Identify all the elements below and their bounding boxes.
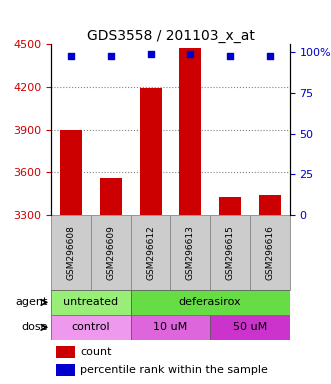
Text: GSM296608: GSM296608	[67, 225, 76, 280]
Point	[148, 51, 153, 57]
Bar	[179, 48, 201, 215]
Bar	[56, 364, 75, 376]
Bar	[60, 129, 82, 215]
Text: count: count	[80, 347, 112, 357]
Bar	[131, 215, 170, 290]
Point	[108, 53, 114, 59]
Bar	[51, 290, 131, 315]
Text: 50 uM: 50 uM	[233, 322, 267, 333]
Bar	[210, 315, 290, 340]
Point	[69, 53, 74, 59]
Text: agent: agent	[16, 297, 48, 308]
Bar	[140, 88, 162, 215]
Text: GSM296609: GSM296609	[106, 225, 116, 280]
Bar	[100, 178, 122, 215]
Bar	[259, 195, 281, 215]
Text: control: control	[72, 322, 110, 333]
Text: GSM296616: GSM296616	[265, 225, 274, 280]
Text: GSM296613: GSM296613	[186, 225, 195, 280]
Bar	[51, 215, 91, 290]
Point	[267, 53, 272, 59]
Bar	[170, 215, 210, 290]
Bar	[210, 215, 250, 290]
Text: percentile rank within the sample: percentile rank within the sample	[80, 365, 268, 375]
Bar	[131, 290, 290, 315]
Text: 10 uM: 10 uM	[153, 322, 188, 333]
Bar	[56, 346, 75, 358]
Bar	[219, 197, 241, 215]
Text: deferasirox: deferasirox	[179, 297, 242, 308]
Text: dose: dose	[22, 322, 48, 333]
Point	[188, 51, 193, 57]
Bar	[250, 215, 290, 290]
Text: untreated: untreated	[64, 297, 118, 308]
Title: GDS3558 / 201103_x_at: GDS3558 / 201103_x_at	[86, 29, 255, 43]
Bar	[51, 315, 131, 340]
Bar	[131, 315, 210, 340]
Point	[227, 53, 233, 59]
Bar	[91, 215, 131, 290]
Text: GSM296612: GSM296612	[146, 225, 155, 280]
Text: GSM296615: GSM296615	[225, 225, 235, 280]
